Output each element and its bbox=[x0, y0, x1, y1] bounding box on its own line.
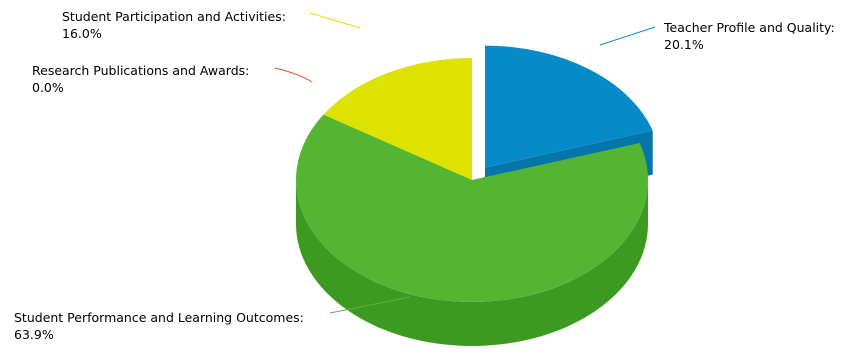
label-participation-value: 16.0% bbox=[62, 26, 102, 41]
slice-participation[interactable] bbox=[323, 58, 472, 180]
slice-side-performance bbox=[296, 180, 648, 346]
leader-line-participation bbox=[309, 12, 361, 29]
label-participation-name: Student Participation and Activities: bbox=[62, 9, 286, 24]
label-performance-value: 63.9% bbox=[14, 327, 54, 342]
leader-line-teacher bbox=[599, 26, 656, 46]
label-research-name: Research Publications and Awards: bbox=[32, 63, 249, 78]
label-teacher-value: 20.1% bbox=[664, 37, 704, 52]
leader-line-research bbox=[274, 67, 313, 83]
leader-line-performance bbox=[329, 296, 411, 314]
label-performance-name: Student Performance and Learning Outcome… bbox=[14, 310, 304, 325]
slice-performance[interactable] bbox=[296, 114, 648, 303]
label-teacher-name: Teacher Profile and Quality: bbox=[663, 20, 835, 35]
label-research-value: 0.0% bbox=[32, 80, 64, 95]
slice-teacher[interactable] bbox=[484, 45, 653, 168]
